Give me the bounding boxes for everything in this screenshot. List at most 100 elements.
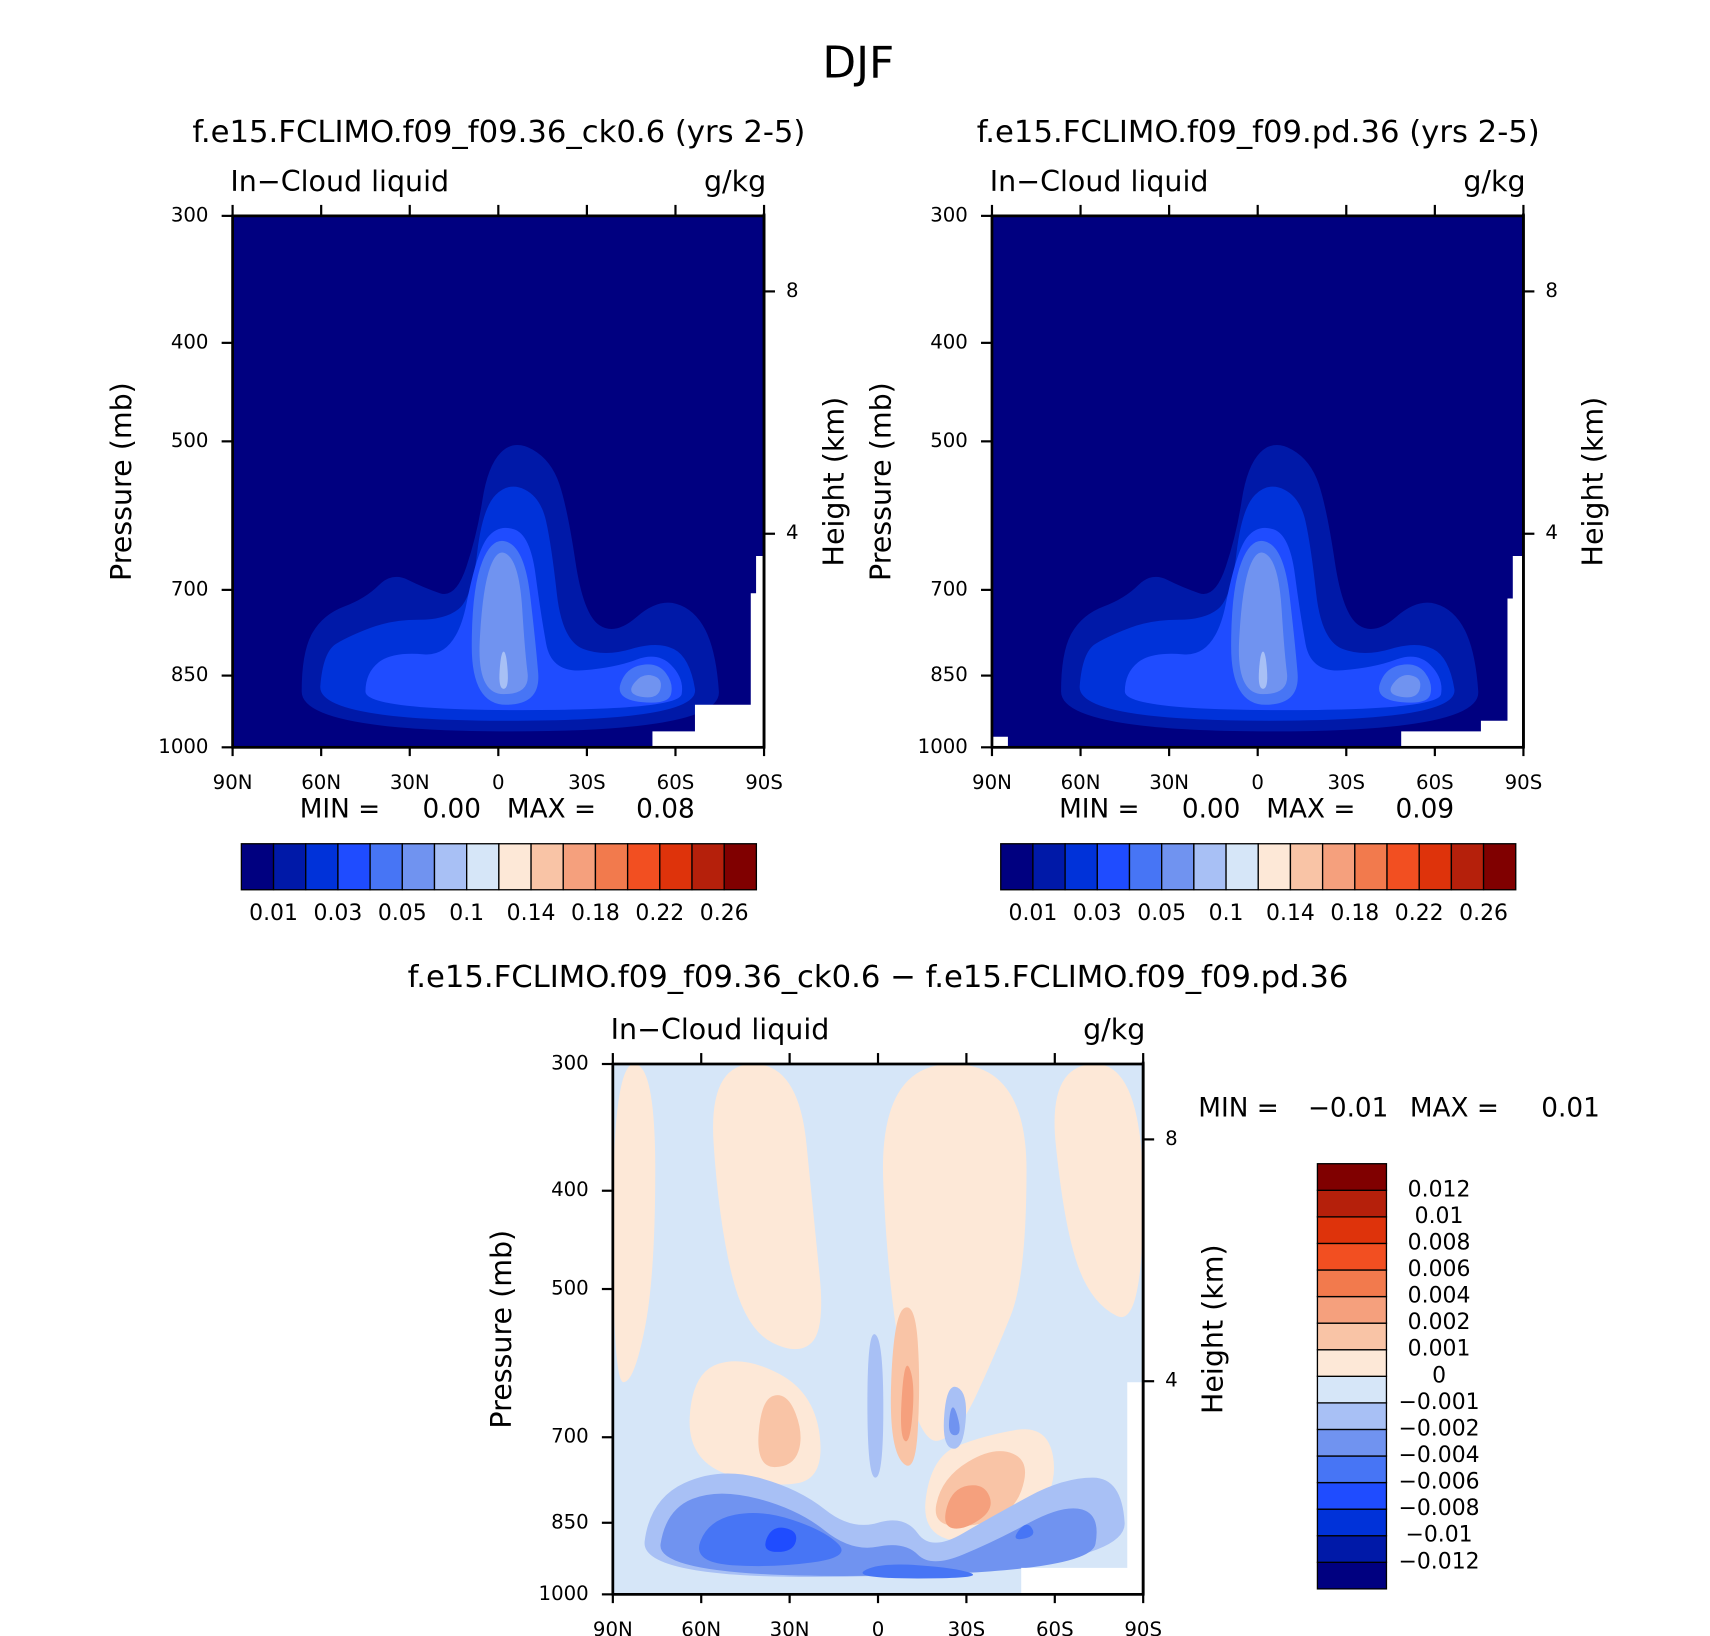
y-tick-label: 850 <box>930 663 968 686</box>
colorbar-label: 0.22 <box>635 901 684 926</box>
y-tick-label: 400 <box>930 330 968 353</box>
colorbar-box <box>1316 1535 1388 1563</box>
max-caption: MAX = <box>507 794 596 824</box>
colorbar-box <box>1482 843 1517 891</box>
colorbar-box <box>1386 843 1420 891</box>
missing-mask <box>1021 1382 1144 1595</box>
contour-fill <box>862 1564 974 1579</box>
y2-tick-label: 8 <box>1545 279 1558 302</box>
colorbar-box <box>1064 843 1098 891</box>
x-tick-label: 90N <box>593 1618 633 1636</box>
colorbar-box <box>1316 1163 1388 1191</box>
x-tick-label: 30S <box>1327 771 1365 794</box>
x-tick-label: 0 <box>1251 771 1264 794</box>
y2-tick-label: 4 <box>1545 521 1558 544</box>
colorbar-label: 0.26 <box>700 901 749 926</box>
y-tick-label: 700 <box>930 577 968 600</box>
y-tick-label: 850 <box>551 1510 589 1533</box>
colorbar-box <box>691 843 725 891</box>
colorbar-box <box>562 843 597 891</box>
max-caption: MAX = <box>1410 1093 1499 1123</box>
colorbar-box <box>659 843 693 891</box>
colorbar-box <box>337 843 371 891</box>
colorbar-box <box>1316 1481 1388 1510</box>
y-tick-label: 500 <box>551 1277 589 1300</box>
y-tick-label: 1000 <box>539 1582 589 1605</box>
colorbar-label: 0.14 <box>1266 901 1315 926</box>
x-tick-label: 0 <box>872 1618 885 1636</box>
x-tick-label: 90N <box>972 771 1012 794</box>
colorbar-box <box>1354 843 1388 891</box>
contour-fill <box>900 1365 914 1442</box>
colorbar-box <box>1316 1375 1388 1404</box>
right-label: g/kg <box>1463 165 1525 198</box>
y2-tick-label: 4 <box>1165 1369 1178 1392</box>
right-label: g/kg <box>704 165 766 198</box>
x-tick-label: 60N <box>301 771 341 794</box>
missing-mask <box>991 736 1008 748</box>
max-value: 0.09 <box>1396 794 1455 824</box>
colorbar-box <box>1316 1561 1388 1590</box>
x-tick-label: 90S <box>745 771 783 794</box>
contour-fill <box>867 1334 884 1478</box>
contour-fill <box>1015 1524 1034 1540</box>
contour-fill <box>882 1064 1027 1441</box>
contour-fill <box>1390 675 1421 698</box>
colorbar-label: 0.18 <box>1330 901 1379 926</box>
colorbar-label: 0.22 <box>1395 901 1444 926</box>
colorbar-label: 0.012 <box>1408 1177 1471 1202</box>
y-axis-label: Pressure (mb) <box>864 382 897 581</box>
colorbar-box <box>594 843 629 891</box>
colorbar-box <box>1316 1402 1388 1431</box>
colorbar-label: 0.01 <box>249 901 298 926</box>
y-tick-label: 300 <box>171 203 209 226</box>
y2-tick-label: 4 <box>786 521 799 544</box>
x-tick-label: 60N <box>681 1618 721 1636</box>
y2-tick-label: 8 <box>786 279 799 302</box>
colorbar-label: −0.006 <box>1399 1470 1480 1495</box>
colorbar-label: 0.004 <box>1408 1284 1471 1309</box>
colorbar-label: 0.03 <box>1073 901 1122 926</box>
x-tick-label: 90S <box>1505 771 1543 794</box>
colorbar-box <box>433 843 468 891</box>
colorbar-box <box>1418 843 1453 891</box>
colorbar-box <box>1450 843 1485 891</box>
contour-fill <box>499 651 508 689</box>
x-tick-label: 30N <box>770 1618 810 1636</box>
colorbar-box <box>305 843 339 891</box>
colorbar-box <box>240 843 275 891</box>
colorbar-label: 0.1 <box>449 901 484 926</box>
colorbar-box <box>1032 843 1066 891</box>
colorbar-box <box>369 843 403 891</box>
colorbar-box <box>1316 1269 1388 1298</box>
right-label: g/kg <box>1083 1013 1145 1046</box>
min-value: −0.01 <box>1308 1093 1389 1123</box>
colorbar-box <box>1316 1455 1388 1484</box>
colorbar-label: −0.01 <box>1405 1523 1472 1548</box>
colorbar-label: 0.1 <box>1209 901 1244 926</box>
colorbar-box <box>1316 1508 1388 1537</box>
y-tick-label: 1000 <box>158 735 208 758</box>
contour-fill <box>1054 1064 1144 1318</box>
contour-fill <box>765 1527 797 1552</box>
colorbar-label: 0.14 <box>507 901 556 926</box>
colorbar-box <box>1321 843 1356 891</box>
colorbar-box <box>498 843 532 891</box>
y2-axis-label: Height (km) <box>1196 1244 1229 1414</box>
colorbar-label: −0.002 <box>1399 1416 1480 1441</box>
colorbar-box <box>1316 1216 1388 1245</box>
contour-field <box>991 215 1524 748</box>
x-tick-label: 90S <box>1124 1618 1162 1636</box>
x-tick-label: 0 <box>492 771 505 794</box>
contour-fill <box>479 552 528 695</box>
min-value: 0.00 <box>1182 794 1241 824</box>
contour-fill <box>631 675 661 698</box>
y-axis-label: Pressure (mb) <box>105 382 138 581</box>
colorbar-box <box>401 843 436 891</box>
min-caption: MIN = <box>1059 794 1139 824</box>
contour-fill <box>1238 552 1288 695</box>
y2-axis-label: Height (km) <box>1577 397 1610 567</box>
y-tick-label: 500 <box>171 429 209 452</box>
